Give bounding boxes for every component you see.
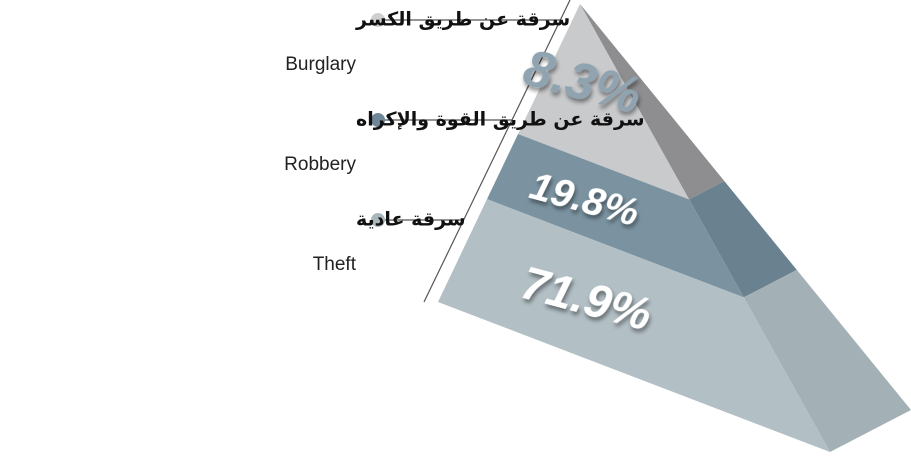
- legend-dot: [371, 213, 385, 227]
- legend-label-en: Burglary: [285, 54, 356, 75]
- pyramid-segment: [518, 4, 690, 200]
- pyramid-segment: [438, 199, 830, 452]
- legend-label-en: Robbery: [284, 154, 356, 175]
- legend-label-ar: سرقة عن طريق الكسر: [355, 9, 570, 31]
- pyramid-side: [689, 181, 797, 298]
- legend-label-en: Theft: [313, 254, 357, 275]
- guide-line: [423, 0, 571, 303]
- legend-dot: [371, 113, 385, 127]
- pyramid-side: [580, 4, 725, 200]
- legend-label-ar: سرقة عن طريق القوة والإكراه: [356, 109, 645, 131]
- legend-dot: [371, 13, 385, 27]
- pyramid-side: [743, 269, 911, 452]
- pyramid-segment: [486, 133, 744, 298]
- legend-label-ar: سرقة عادية: [356, 209, 466, 231]
